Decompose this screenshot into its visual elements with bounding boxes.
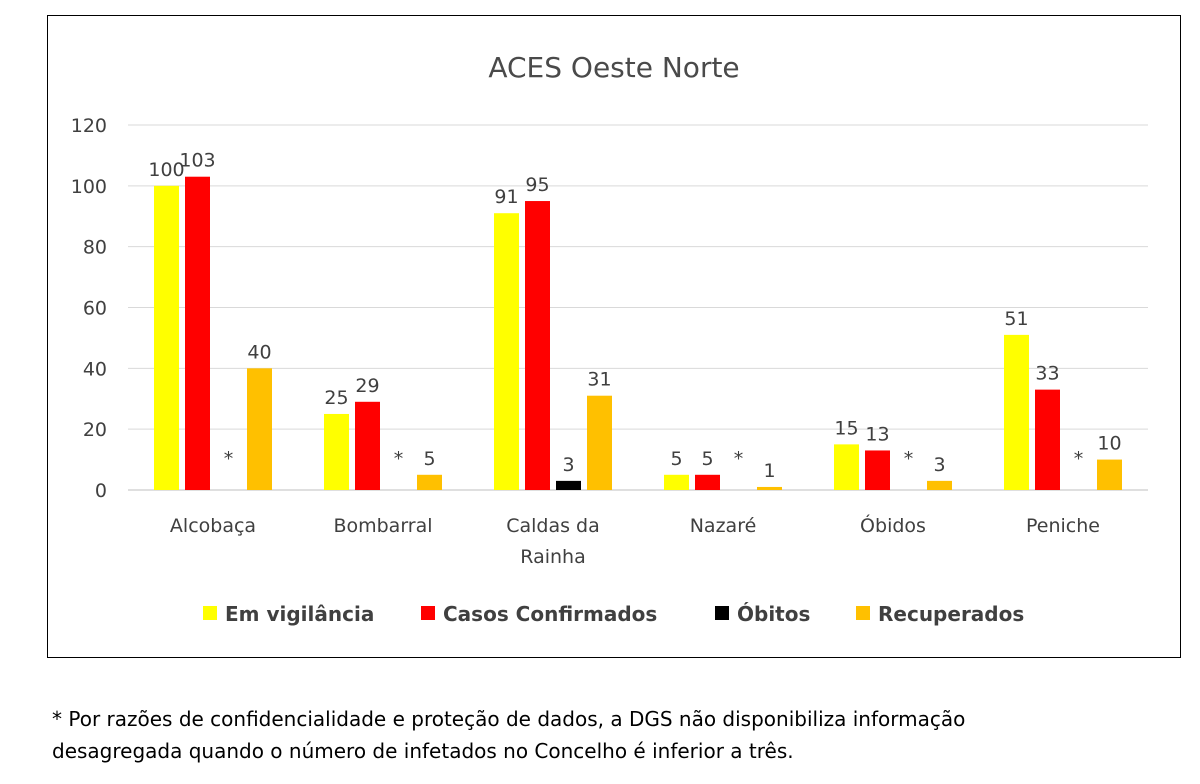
footnote-line-1: * Por razões de confidencialidade e prot… bbox=[52, 707, 966, 731]
x-tick-label: Óbidos bbox=[860, 513, 926, 537]
bar bbox=[355, 401, 380, 490]
data-label: 15 bbox=[834, 417, 858, 439]
data-label: 91 bbox=[494, 186, 518, 208]
legend-label: Casos Confirmados bbox=[443, 602, 657, 626]
data-label: 31 bbox=[587, 369, 611, 391]
x-tick-label: Caldas da bbox=[506, 515, 600, 537]
data-label: * bbox=[734, 448, 744, 470]
data-label: 5 bbox=[701, 448, 713, 470]
footnote: * Por razões de confidencialidade e prot… bbox=[52, 703, 1172, 767]
data-label: 10 bbox=[1097, 433, 1121, 455]
legend-label: Recuperados bbox=[878, 602, 1024, 626]
data-label: 100 bbox=[148, 159, 184, 181]
data-label: 3 bbox=[933, 454, 945, 476]
data-label: * bbox=[224, 448, 234, 470]
legend-swatch bbox=[715, 606, 729, 620]
x-tick-label: Nazaré bbox=[690, 515, 757, 537]
legend-swatch bbox=[856, 606, 870, 620]
bar bbox=[1097, 459, 1122, 490]
bar bbox=[664, 474, 689, 490]
data-label: 13 bbox=[865, 423, 889, 445]
bar bbox=[494, 213, 519, 491]
x-tick-label: Bombarral bbox=[333, 515, 432, 537]
x-tick-label: Peniche bbox=[1026, 515, 1100, 537]
bar bbox=[417, 474, 442, 490]
bar bbox=[556, 480, 581, 490]
bar bbox=[324, 413, 349, 490]
bar bbox=[865, 450, 890, 490]
bar bbox=[1004, 334, 1029, 490]
data-label: 25 bbox=[324, 387, 348, 409]
footnote-line-2: desagregada quando o número de infetados… bbox=[52, 739, 794, 763]
bar bbox=[185, 176, 210, 491]
data-label: 51 bbox=[1004, 308, 1028, 330]
data-label: 1 bbox=[763, 460, 775, 482]
bar bbox=[1035, 389, 1060, 490]
data-label: 95 bbox=[525, 174, 549, 196]
y-tick-label: 60 bbox=[83, 298, 107, 320]
data-label: * bbox=[1074, 448, 1084, 470]
chart-frame: ACES Oeste Norte 0 20 40 60 80 100 120 100 103 *… bbox=[47, 15, 1181, 658]
bar bbox=[927, 480, 952, 490]
data-label: * bbox=[904, 448, 914, 470]
bar bbox=[154, 185, 179, 491]
data-label: 29 bbox=[355, 375, 379, 397]
y-tick-label: 0 bbox=[95, 480, 107, 502]
bar bbox=[834, 444, 859, 490]
legend-swatch bbox=[203, 606, 217, 620]
data-label: 5 bbox=[423, 448, 435, 470]
data-label: 103 bbox=[179, 150, 215, 172]
legend-label: Óbitos bbox=[737, 602, 810, 626]
legend-swatch bbox=[421, 606, 435, 620]
bar bbox=[587, 395, 612, 490]
x-tick-label: Alcobaça bbox=[170, 515, 256, 537]
legend-label: Em vigilância bbox=[225, 602, 374, 626]
data-label: 5 bbox=[670, 448, 682, 470]
data-label: 33 bbox=[1035, 363, 1059, 385]
y-tick-label: 20 bbox=[83, 419, 107, 441]
bar bbox=[757, 486, 782, 490]
y-tick-label: 80 bbox=[83, 237, 107, 259]
data-label: 40 bbox=[247, 341, 271, 363]
bar bbox=[525, 201, 550, 490]
bar bbox=[247, 368, 272, 490]
bar bbox=[695, 474, 720, 490]
y-tick-label: 40 bbox=[83, 358, 107, 380]
y-tick-label: 100 bbox=[71, 176, 107, 198]
data-label: 3 bbox=[562, 454, 574, 476]
chart-title: ACES Oeste Norte bbox=[488, 51, 739, 84]
x-tick-label: Rainha bbox=[520, 546, 585, 568]
y-tick-label: 120 bbox=[71, 115, 107, 137]
data-label: * bbox=[394, 448, 404, 470]
